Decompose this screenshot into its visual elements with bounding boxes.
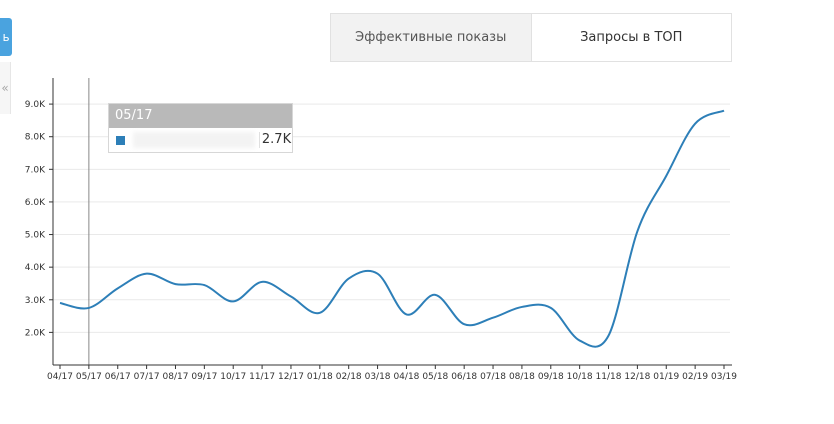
x-tick-label: 02/18 [336,372,362,382]
tab-top-queries[interactable]: Запросы в ТОП [580,30,683,45]
x-tick-label: 12/18 [624,372,650,382]
x-tick-label: 11/17 [249,372,275,382]
arrow-icon: ь [2,30,10,44]
left-blue-button[interactable]: ь [0,18,12,56]
series-line [59,109,725,348]
x-tick-label: 06/17 [105,372,131,382]
x-tick-label: 06/18 [451,372,477,382]
x-tick-label: 08/17 [163,372,189,382]
y-tick-label: 7.0K [25,165,46,175]
x-tick-label: 10/18 [567,372,593,382]
chart-series [59,109,725,348]
tooltip-row: 2.7K [109,128,292,152]
chevron-left-icon: « [1,81,9,95]
x-tick-label: 12/17 [278,372,304,382]
y-tick-label: 2.0K [25,328,46,338]
x-tick-label: 03/19 [711,372,737,382]
sidebar-collapse-button[interactable]: « [0,62,11,114]
x-tick-label: 07/18 [480,372,506,382]
tooltip-date: 05/17 [109,104,292,128]
series-swatch [116,136,125,145]
y-tick-label: 9.0K [25,100,46,110]
x-tick-label: 02/19 [682,372,708,382]
tooltip-value: 2.7K [259,132,292,148]
x-tick-label: 09/18 [538,372,564,382]
x-tick-label: 10/17 [220,372,246,382]
y-tick-label: 8.0K [25,133,46,143]
x-tick-label: 05/17 [76,372,102,382]
y-tick-label: 4.0K [25,263,46,273]
x-tick-label: 05/18 [422,372,448,382]
x-tick-label: 08/18 [509,372,535,382]
x-tick-label: 09/17 [191,372,217,382]
y-tick-label: 6.0K [25,198,46,208]
chart-tooltip: 05/17 2.7K [108,103,293,153]
chart-tabs: Эффективные показы Запросы в ТОП [330,13,732,62]
y-tick-label: 3.0K [25,296,46,306]
tab-effective-impressions[interactable]: Эффективные показы [331,14,532,61]
x-tick-label: 01/18 [307,372,333,382]
y-tick-label: 5.0K [25,231,46,241]
x-tick-label: 07/17 [134,372,160,382]
x-tick-label: 04/18 [393,372,419,382]
series-name-redacted [133,132,255,148]
x-tick-label: 11/18 [596,372,622,382]
x-tick-label: 04/17 [47,372,73,382]
x-tick-label: 01/19 [653,372,679,382]
chart-axes [52,78,732,366]
x-tick-label: 03/18 [365,372,391,382]
